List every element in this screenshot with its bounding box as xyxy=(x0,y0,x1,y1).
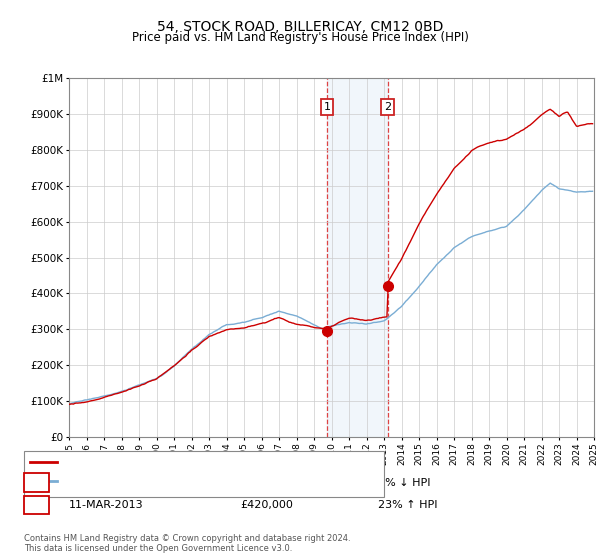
Text: 7% ↓ HPI: 7% ↓ HPI xyxy=(378,478,431,488)
Text: 54, STOCK ROAD, BILLERICAY, CM12 0BD: 54, STOCK ROAD, BILLERICAY, CM12 0BD xyxy=(157,20,443,34)
Text: Price paid vs. HM Land Registry's House Price Index (HPI): Price paid vs. HM Land Registry's House … xyxy=(131,31,469,44)
Text: 23% ↑ HPI: 23% ↑ HPI xyxy=(378,500,437,510)
Text: 2: 2 xyxy=(33,498,40,512)
Text: HPI: Average price, detached house, Basildon: HPI: Average price, detached house, Basi… xyxy=(63,476,301,486)
Text: 1: 1 xyxy=(323,102,331,112)
Bar xyxy=(327,78,388,437)
Text: Contains HM Land Registry data © Crown copyright and database right 2024.
This d: Contains HM Land Registry data © Crown c… xyxy=(24,534,350,553)
Text: 54, STOCK ROAD, BILLERICAY, CM12 0BD (detached house): 54, STOCK ROAD, BILLERICAY, CM12 0BD (de… xyxy=(63,457,373,467)
Text: £420,000: £420,000 xyxy=(240,500,293,510)
Text: 11-MAR-2013: 11-MAR-2013 xyxy=(69,500,143,510)
Text: £295,000: £295,000 xyxy=(240,478,293,488)
Text: 1: 1 xyxy=(33,476,40,489)
Text: 05-OCT-2009: 05-OCT-2009 xyxy=(69,478,142,488)
Text: 2: 2 xyxy=(384,102,391,112)
